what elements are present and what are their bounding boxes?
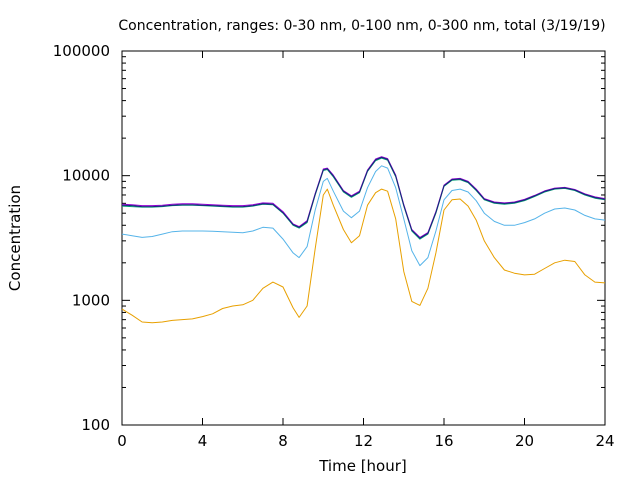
y-tick-label: 10000 — [62, 167, 110, 185]
x-tick-label: 16 — [434, 432, 453, 450]
x-tick-label: 20 — [515, 432, 534, 450]
y-tick-label: 100 — [81, 416, 110, 434]
x-tick-label: 4 — [198, 432, 208, 450]
x-axis-label: Time [hour] — [318, 457, 407, 475]
y-tick-label: 100000 — [53, 42, 110, 60]
x-tick-label: 12 — [354, 432, 373, 450]
chart-title: Concentration, ranges: 0-30 nm, 0-100 nm… — [118, 18, 605, 34]
axis-ticks: 0 4 8 12 16 20 24 100 1000 10000 100000 — [53, 42, 615, 450]
x-tick-label: 24 — [595, 432, 614, 450]
plot-frame — [121, 50, 606, 426]
series-line-2 — [121, 165, 606, 267]
x-tick-label: 0 — [117, 432, 127, 450]
y-axis-label: Concentration — [6, 185, 24, 291]
y-tick-label: 1000 — [72, 291, 110, 309]
series-line-1 — [121, 188, 606, 324]
series-line-5 — [121, 156, 606, 239]
x-tick-label: 8 — [278, 432, 288, 450]
series-layer — [121, 156, 606, 324]
